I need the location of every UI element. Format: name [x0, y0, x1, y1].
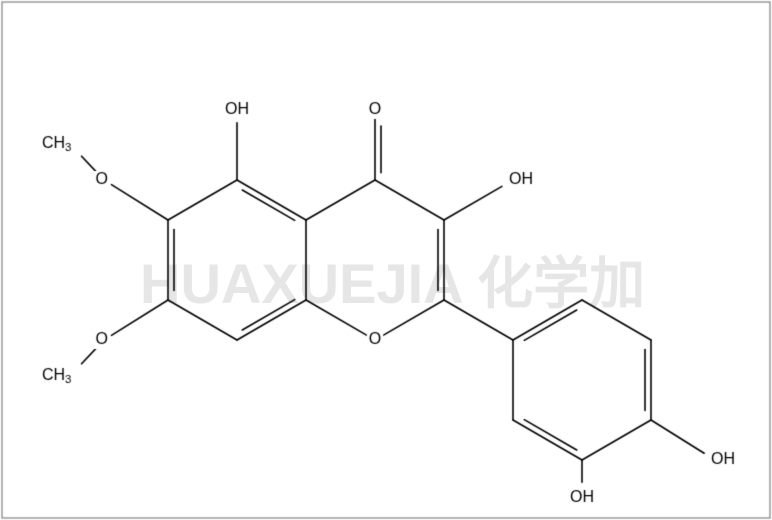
molecule-canvas [0, 0, 772, 520]
